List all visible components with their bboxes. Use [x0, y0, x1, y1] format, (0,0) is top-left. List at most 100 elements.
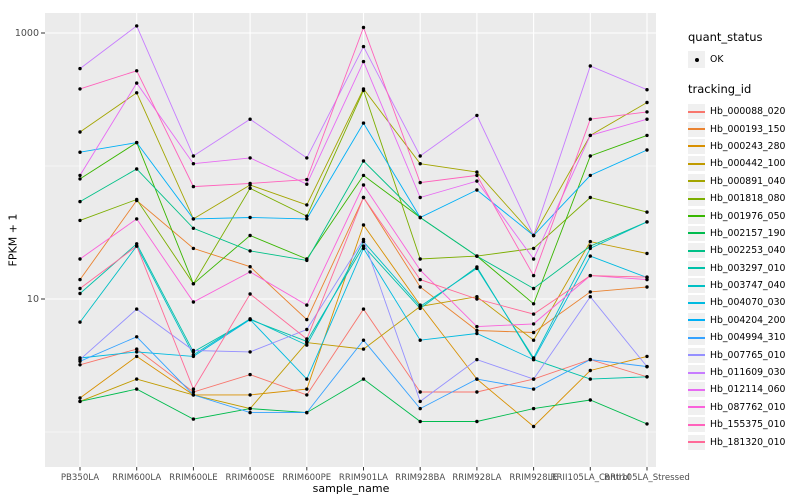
data-point — [645, 422, 649, 426]
data-point — [361, 59, 366, 64]
data-point — [248, 265, 252, 269]
legend-label: Hb_004204_200 — [710, 314, 786, 326]
data-point — [645, 220, 649, 224]
data-point — [78, 357, 82, 362]
data-point — [135, 354, 139, 359]
data-point — [531, 406, 536, 411]
data-point — [135, 377, 139, 381]
data-point — [418, 285, 422, 289]
legend-item: Hb_000088_020 — [688, 103, 798, 120]
data-point — [588, 133, 592, 138]
legend-item: Hb_000243_280 — [688, 138, 798, 155]
legend-label: Hb_012114_060 — [710, 384, 786, 396]
data-point — [305, 317, 309, 322]
data-point — [418, 399, 422, 404]
data-point — [305, 377, 309, 381]
data-point — [305, 410, 309, 415]
data-point — [135, 244, 139, 248]
legend-label: Hb_004070_030 — [710, 297, 786, 309]
data-point — [645, 277, 649, 282]
line-swatch-icon — [688, 399, 705, 415]
legend-label: Hb_003297_010 — [710, 262, 786, 274]
legend-label: Hb_000442_100 — [710, 158, 786, 170]
legend-label: Hb_001976_050 — [710, 210, 786, 222]
data-point — [78, 130, 82, 134]
data-point — [361, 88, 366, 93]
line-swatch-icon — [688, 208, 705, 224]
data-point — [531, 286, 536, 291]
data-point — [78, 66, 82, 71]
data-point — [191, 387, 196, 391]
legend-title-tracking-id: tracking_id — [688, 82, 752, 96]
legend-label: Hb_002253_040 — [710, 245, 786, 257]
data-point — [305, 339, 309, 344]
legend-label: Hb_155375_010 — [710, 419, 786, 431]
data-point — [645, 210, 649, 214]
data-point — [135, 335, 139, 339]
data-point — [645, 88, 649, 92]
data-point — [248, 317, 252, 322]
data-point — [418, 406, 422, 411]
data-point — [418, 338, 422, 342]
data-point — [531, 322, 536, 326]
legend-item: Hb_001976_050 — [688, 207, 798, 224]
legend-label-ok: OK — [710, 54, 724, 65]
data-point — [645, 375, 649, 379]
data-point — [588, 254, 592, 258]
data-point — [191, 226, 196, 230]
y-tick-label: 10 — [27, 294, 39, 305]
data-point — [361, 338, 366, 342]
data-point — [531, 233, 536, 238]
data-point — [645, 285, 649, 289]
data-point — [305, 214, 309, 218]
data-point — [305, 203, 309, 207]
legend-item: Hb_011609_030 — [688, 364, 798, 381]
line-swatch-icon — [688, 417, 705, 433]
data-point — [588, 295, 592, 299]
data-point — [361, 246, 366, 251]
y-tick-label: 1000 — [15, 28, 39, 39]
data-point — [475, 297, 479, 301]
x-tick-label: RRIM901LA — [339, 473, 388, 483]
data-point — [475, 377, 479, 381]
legend-item: Hb_004994_310 — [688, 329, 798, 346]
data-point — [248, 233, 252, 238]
data-point — [588, 398, 592, 402]
data-point — [588, 117, 592, 121]
line-swatch-icon — [688, 104, 705, 120]
data-point — [531, 302, 536, 306]
legend-item: Hb_000193_150 — [688, 120, 798, 137]
data-point — [248, 186, 252, 190]
data-point — [475, 419, 479, 424]
data-point — [475, 170, 479, 174]
data-point — [531, 387, 536, 391]
data-point — [248, 249, 252, 253]
data-point — [361, 307, 366, 311]
data-point — [475, 266, 479, 271]
ok-point-icon — [694, 57, 699, 62]
data-point — [531, 257, 536, 261]
data-point — [361, 377, 366, 381]
data-point — [305, 387, 309, 391]
data-point — [645, 133, 649, 138]
x-tick-label: RRIM600PE — [282, 473, 331, 483]
legend-item: Hb_087762_010 — [688, 399, 798, 416]
data-point — [248, 181, 252, 186]
data-point — [588, 357, 592, 362]
legend-item: Hb_000442_100 — [688, 155, 798, 172]
x-tick-label: RRIM600LE — [169, 473, 218, 483]
data-point — [191, 184, 196, 189]
data-point — [191, 282, 196, 286]
legend-item: Hb_004070_030 — [688, 294, 798, 311]
data-point — [588, 368, 592, 373]
line-swatch-icon — [688, 330, 705, 346]
legend-item: Hb_003297_010 — [688, 260, 798, 277]
legend-label: Hb_004994_310 — [710, 332, 786, 344]
legend-item: Hb_012114_060 — [688, 381, 798, 398]
data-point — [588, 377, 592, 381]
line-swatch-icon — [688, 382, 705, 398]
data-point — [531, 377, 536, 381]
data-point — [645, 251, 649, 256]
